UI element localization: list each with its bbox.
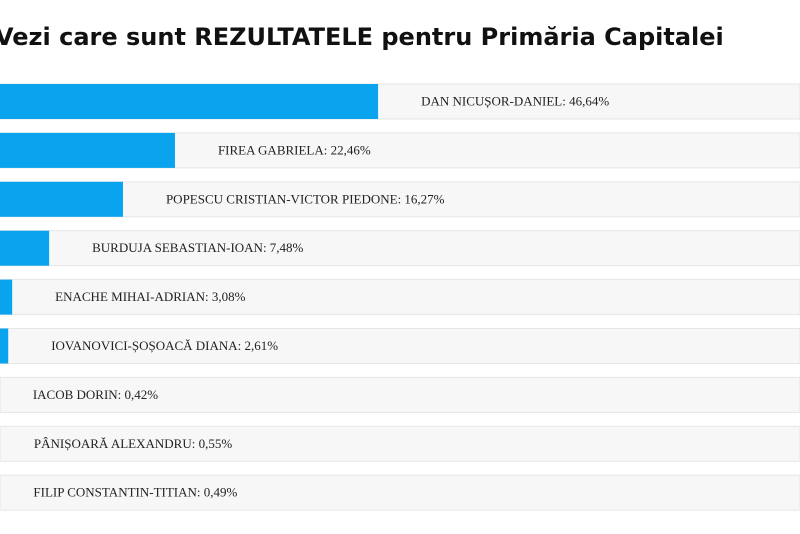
chart-title: Vezi care sunt REZULTATELE pentru Primăr… (0, 23, 724, 51)
bar (0, 279, 13, 315)
bar-label: FIREA GABRIELA: 22,46% (218, 142, 371, 157)
row-background (0, 328, 800, 364)
row-background (0, 376, 800, 413)
bar (0, 328, 9, 364)
row-background (0, 181, 800, 218)
bar (0, 181, 123, 217)
bar-label: FILIP CONSTANTIN-TITIAN: 0,49% (33, 485, 237, 500)
bar-label: IACOB DORIN: 0,42% (33, 387, 158, 402)
bar-label: ENACHE MIHAI-ADRIAN: 3,08% (55, 289, 245, 304)
bar-label: BURDUJA SEBASTIAN-IOAN: 7,48% (92, 240, 303, 255)
bar (0, 132, 175, 168)
bar (0, 230, 50, 266)
bar-label: DAN NICUȘOR-DANIEL: 46,64% (421, 93, 609, 108)
bar (0, 84, 379, 119)
bar-label: POPESCU CRISTIAN-VICTOR PIEDONE: 16,27% (166, 191, 445, 206)
row-background (0, 425, 800, 462)
row-background (0, 279, 800, 316)
bar-label: PÂNIȘOARĂ ALEXANDRU: 0,55% (34, 436, 232, 451)
row-background (0, 230, 800, 267)
bar-label: IOVANOVICI-ȘOȘOACĂ DIANA: 2,61% (51, 338, 278, 353)
row-background (0, 474, 800, 511)
